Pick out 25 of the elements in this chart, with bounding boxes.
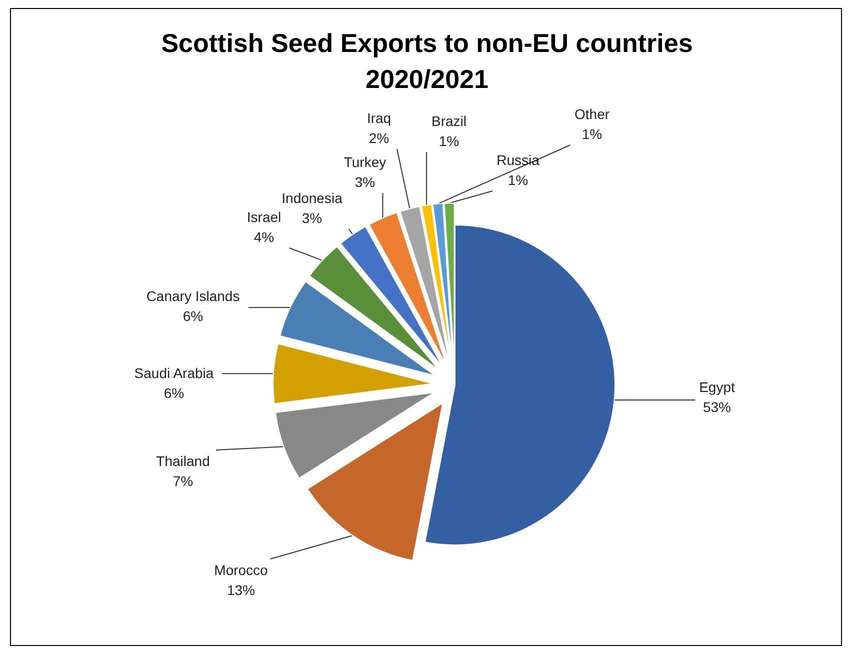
data-label: 1% — [508, 172, 528, 188]
slice-label: Morocco — [214, 562, 268, 578]
slice-label: Thailand — [156, 453, 210, 469]
data-label: 4% — [254, 229, 274, 245]
data-label: 13% — [226, 582, 256, 598]
slice-label: Brazil — [431, 113, 467, 129]
data-label: 6% — [182, 308, 204, 324]
slice-label: Russia — [496, 152, 540, 168]
slice-label: Other — [574, 106, 610, 122]
slice-label: Egypt — [699, 379, 736, 395]
data-label: 2% — [368, 130, 390, 146]
slice-label: Saudi Arabia — [134, 365, 214, 381]
data-label: 7% — [172, 473, 194, 489]
chart-title: Scottish Seed Exports to non-EU countries 2020/2021 — [161, 28, 693, 94]
slice-label: Israel — [246, 209, 282, 225]
slice-label: Canary Islands — [146, 288, 240, 304]
slice-label: Turkey — [344, 154, 386, 170]
data-label: 1% — [438, 133, 460, 149]
data-label: 6% — [164, 385, 184, 401]
data-label: 3% — [302, 210, 322, 226]
data-label: 53% — [702, 399, 732, 415]
data-label: 3% — [354, 174, 376, 190]
slice-label: Indonesia — [282, 190, 343, 206]
slice-label: Iraq — [366, 110, 392, 126]
data-label: 1% — [582, 126, 602, 142]
